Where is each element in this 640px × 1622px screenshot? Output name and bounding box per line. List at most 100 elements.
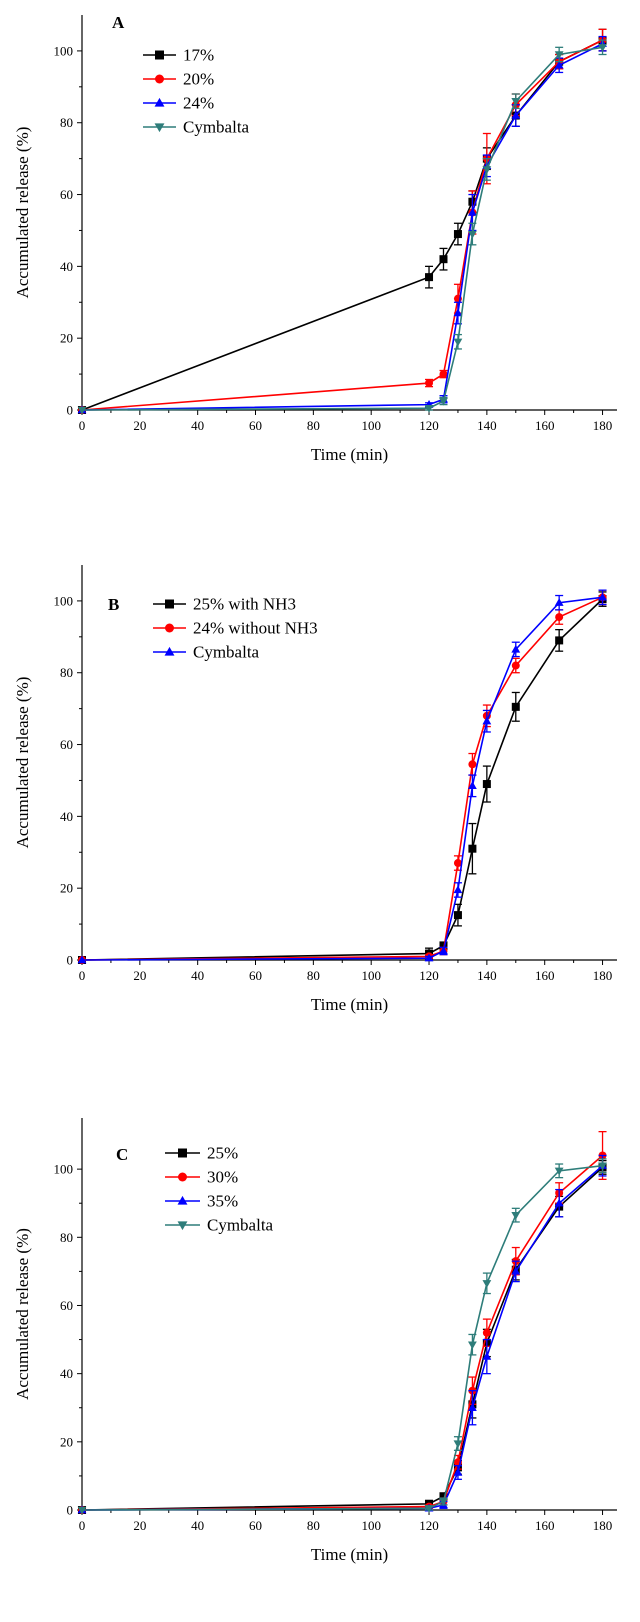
panel-c: 0 20 40 60 80 100 120 140 160 180 0 20 40 60 80 100 Time… — [13, 1118, 617, 1564]
data-point — [554, 1167, 564, 1176]
x-axis-title: Time (min) — [311, 445, 388, 464]
data-point — [439, 397, 448, 406]
y-tick-label: 100 — [54, 1162, 74, 1177]
data-point — [554, 51, 564, 60]
y-axis-title: Accumulated release (%) — [13, 677, 32, 849]
data-point — [468, 760, 477, 769]
data-point — [77, 1506, 87, 1515]
data-point — [482, 716, 492, 725]
x-tick-label: 140 — [477, 1518, 497, 1533]
data-point — [555, 613, 564, 622]
x-tick-label: 120 — [419, 1518, 439, 1533]
panel-letter: B — [108, 595, 119, 614]
series-0 — [78, 591, 607, 964]
legend-label: 25% with NH3 — [193, 595, 296, 614]
data-point — [439, 946, 448, 955]
data-point — [77, 406, 87, 415]
data-point — [511, 110, 521, 119]
data-point — [511, 97, 521, 106]
y-tick-label: 100 — [54, 43, 74, 58]
y-tick-label: 40 — [60, 1366, 73, 1381]
data-point — [511, 1211, 521, 1220]
data-point — [468, 781, 477, 790]
legend-label: Cymbalta — [193, 643, 260, 662]
legend-label: Cymbalta — [183, 118, 250, 137]
x-tick-label: 40 — [191, 968, 204, 983]
legend-marker — [177, 1195, 188, 1205]
data-point — [77, 955, 87, 964]
x-tick-label: 140 — [477, 418, 497, 433]
legend-label: 24% — [183, 94, 214, 113]
y-tick-label: 60 — [60, 187, 73, 202]
x-axis-title: Time (min) — [311, 1545, 388, 1564]
x-tick-label: 60 — [249, 1518, 262, 1533]
y-tick-label: 40 — [60, 259, 73, 274]
panel-letter: A — [112, 13, 125, 32]
legend-marker — [178, 1172, 187, 1182]
x-tick-label: 160 — [535, 418, 555, 433]
legend-label: 24% without NH3 — [193, 619, 318, 638]
series-1 — [78, 589, 607, 964]
legend-label: 17% — [183, 46, 214, 65]
y-tick-label: 80 — [60, 1230, 73, 1245]
data-point — [439, 255, 448, 264]
y-tick-label: 0 — [67, 953, 74, 968]
x-tick-label: 140 — [477, 968, 497, 983]
data-point — [468, 1403, 477, 1411]
data-point — [425, 379, 434, 388]
data-point — [555, 636, 564, 645]
data-point — [598, 44, 607, 52]
panel-a: 0 20 40 60 80 100 120 140 160 180 0 20 40 60 80 100 Time… — [13, 13, 617, 464]
legend-label: 30% — [207, 1168, 238, 1187]
data-point — [482, 1352, 492, 1360]
series-2 — [77, 1154, 607, 1514]
y-tick-label: 0 — [67, 403, 74, 418]
series-line — [81, 43, 603, 411]
y-tick-label: 0 — [67, 1503, 74, 1518]
data-point — [468, 207, 477, 216]
x-tick-label: 160 — [535, 968, 555, 983]
data-point — [468, 1341, 477, 1350]
data-point — [439, 1498, 448, 1507]
x-tick-label: 40 — [191, 1518, 204, 1533]
data-point — [554, 598, 564, 606]
x-tick-label: 180 — [593, 968, 613, 983]
legend-marker — [154, 123, 165, 133]
legend-marker — [155, 74, 164, 84]
legend-marker — [155, 50, 164, 60]
data-point — [424, 1505, 434, 1513]
x-tick-label: 80 — [307, 418, 320, 433]
y-tick-label: 20 — [60, 881, 73, 896]
data-point — [511, 644, 521, 653]
x-tick-label: 20 — [133, 418, 146, 433]
legend-marker — [154, 97, 165, 107]
series-0 — [78, 1159, 607, 1514]
y-tick-label: 80 — [60, 115, 73, 130]
panel-letter: C — [116, 1145, 128, 1164]
x-tick-label: 60 — [249, 418, 262, 433]
x-tick-label: 160 — [535, 1518, 555, 1533]
data-point — [439, 941, 448, 950]
y-tick-label: 60 — [60, 737, 73, 752]
legend-label: Cymbalta — [207, 1216, 274, 1235]
series-line — [81, 39, 603, 411]
x-tick-label: 180 — [593, 418, 613, 433]
y-tick-label: 80 — [60, 665, 73, 680]
series-0 — [78, 28, 607, 414]
x-tick-label: 0 — [79, 418, 86, 433]
series-2 — [77, 589, 607, 964]
data-point — [468, 230, 477, 239]
legend-marker — [177, 1221, 188, 1231]
series-1 — [78, 1130, 607, 1514]
x-tick-label: 180 — [593, 1518, 613, 1533]
x-tick-label: 20 — [133, 1518, 146, 1533]
data-point — [453, 885, 463, 894]
series-line — [81, 1165, 604, 1511]
legend-marker — [164, 646, 175, 656]
x-tick-label: 120 — [419, 418, 439, 433]
data-point — [482, 1280, 492, 1288]
data-point — [453, 1467, 463, 1476]
legend-label: 20% — [183, 70, 214, 89]
series-line — [81, 1164, 603, 1511]
